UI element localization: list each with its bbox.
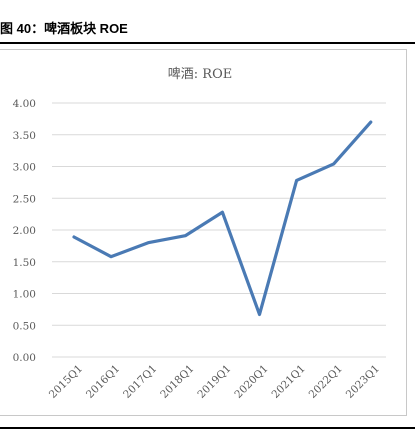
y-tick-label: 3.50 — [13, 130, 36, 142]
y-tick-label: 1.00 — [13, 289, 36, 301]
y-tick-label: 0.50 — [13, 320, 36, 332]
y-tick-label: 0.00 — [13, 352, 36, 364]
x-tick-label: 2017Q1 — [121, 363, 159, 401]
y-tick-label: 2.50 — [13, 193, 36, 205]
data-point — [258, 313, 261, 316]
x-tick-label: 2016Q1 — [84, 363, 122, 401]
x-tick-label: 2023Q1 — [344, 363, 382, 401]
data-point — [332, 162, 335, 166]
data-point — [369, 120, 372, 124]
data-point — [184, 234, 187, 237]
x-tick-label: 2015Q1 — [47, 363, 85, 401]
x-tick-label: 2018Q1 — [158, 363, 196, 401]
y-tick-label: 1.50 — [13, 257, 36, 269]
data-point — [147, 241, 150, 244]
x-tick-label: 2020Q1 — [232, 363, 270, 401]
y-tick-label: 2.00 — [13, 225, 36, 237]
x-tick-label: 2021Q1 — [270, 363, 308, 401]
figure-title: 图 40：啤酒板块 ROE — [0, 21, 128, 36]
data-point — [72, 235, 76, 239]
data-point — [295, 179, 298, 182]
y-tick-label: 3.00 — [13, 162, 36, 174]
y-axis-ticks: 0.00 0.50 1.00 1.50 2.00 2.50 3.00 3.50 4.00 — [13, 98, 36, 364]
data-point — [109, 255, 113, 258]
series-layer — [72, 120, 373, 317]
bottom-rule — [0, 427, 415, 429]
y-tick-label: 4.00 — [13, 98, 36, 110]
x-axis-ticks: 2015Q12016Q12017Q12018Q12019Q12020Q12021… — [47, 363, 382, 401]
series-line — [72, 120, 373, 317]
chart-frame — [0, 49, 407, 416]
x-tick-label: 2022Q1 — [307, 363, 345, 401]
x-tick-label: 2019Q1 — [195, 363, 233, 401]
grid-layer — [52, 102, 386, 358]
data-point — [221, 211, 224, 214]
chart-title: 啤酒: ROE — [168, 67, 232, 82]
top-rule — [0, 42, 415, 44]
